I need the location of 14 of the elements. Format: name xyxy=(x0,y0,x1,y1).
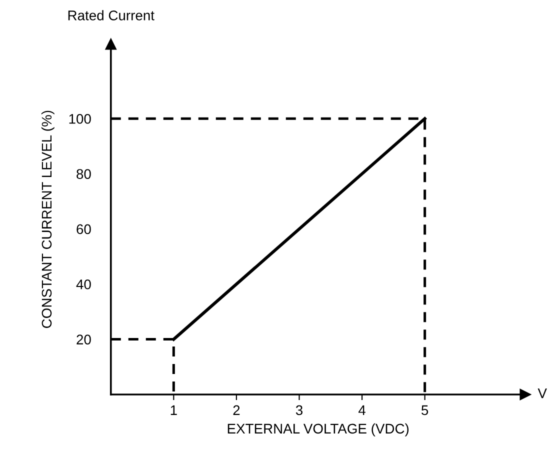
y-axis-title: CONSTANT CURRENT LEVEL (%) xyxy=(41,110,54,328)
x-tick-label: 3 xyxy=(296,405,302,416)
y-tick-label: 20 xyxy=(76,334,91,344)
y-tick-label: 80 xyxy=(76,169,91,179)
x-tick-label: 5 xyxy=(422,405,428,416)
y-tick-label: 100 xyxy=(69,114,91,124)
y-tick-label: 40 xyxy=(76,279,91,290)
x-tick-label: 4 xyxy=(358,405,366,415)
y-tick-label: 60 xyxy=(76,224,91,234)
x-tick-label: 1 xyxy=(170,405,177,415)
x-tick-label: 2 xyxy=(233,405,240,415)
text: Rated Current xyxy=(68,10,154,20)
x-axis-title: EXTERNAL VOLTAGE (VDC) xyxy=(228,423,409,436)
text: V xyxy=(538,388,547,398)
